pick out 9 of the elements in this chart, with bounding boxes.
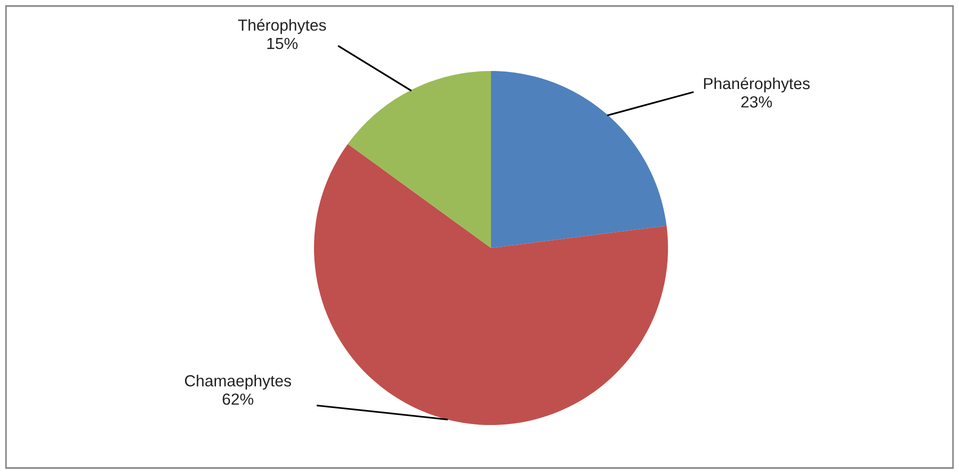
data-label: 62% (222, 394, 254, 405)
data-label: 15% (267, 38, 298, 50)
slice-label: Chamaephytes (184, 374, 292, 390)
pie-slice (491, 71, 667, 248)
slice-label: Thérophytes (238, 18, 326, 34)
pie-slice (314, 144, 668, 425)
slice-label: Phanérophytes (704, 77, 810, 92)
data-label: 23% (741, 96, 772, 108)
pie-slice (348, 71, 491, 248)
